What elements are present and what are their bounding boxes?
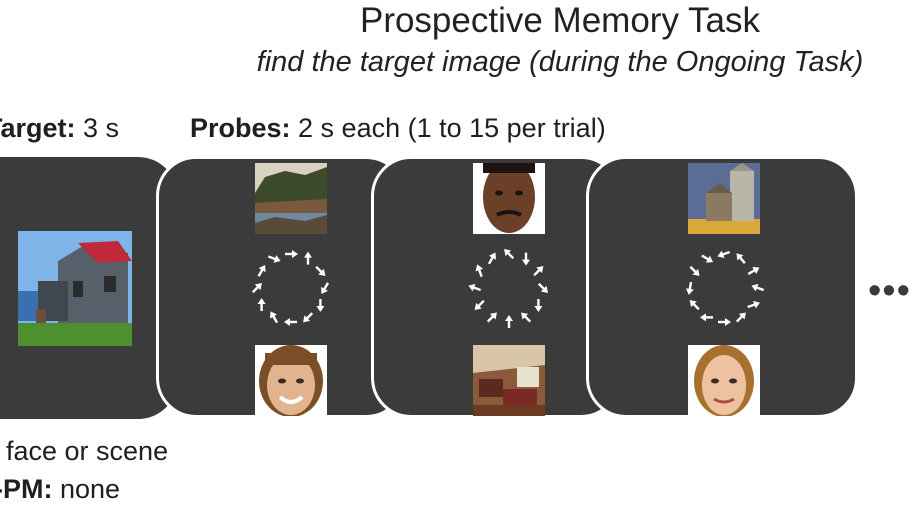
arrow-icon [717,250,731,259]
arrow-icon [522,252,530,266]
target-label-bold: Target: [0,113,76,143]
house-image [18,231,132,346]
arrow-icon [689,300,700,311]
probe-panel-3 [586,156,858,418]
arrow-icon [735,312,746,323]
arrow-icon [718,318,731,326]
arrow-icon [751,283,765,292]
arrow-icon [304,251,312,265]
arrow-icon [537,282,548,293]
no-pm-label-value: none [52,474,121,504]
arrow-icon [689,265,700,276]
arrow-icon [685,281,694,295]
probes-label-bold: Probes: [190,113,291,143]
arrow-icon [747,300,760,309]
arrow-circle-probe-2 [468,249,548,328]
probe-panel-1 [156,156,406,418]
arrow-icon [521,312,532,323]
arrow-icon [747,267,760,276]
arrow-icon [316,299,325,312]
bedroom-scene-image [473,345,545,416]
arrow-icon [487,252,496,265]
arrow-icon [533,266,544,277]
arrow-icon [315,265,326,276]
continuation-ellipsis: ••• [868,270,911,312]
arrow-icon [270,311,279,324]
arrow-icon [285,250,298,258]
arrow-icon [267,255,281,263]
no-pm-label: -PM: none [0,472,120,506]
probes-label-duration: 2 s each (1 to 15 per trial) [290,113,606,143]
arrow-icon [534,299,543,312]
coast-scene-image [255,163,327,234]
arrow-icon [251,283,262,294]
arrow-icon [474,299,485,310]
arrow-icon [303,312,314,323]
arrow-icon [736,253,746,264]
arrow-circle-probe-1 [251,250,330,326]
target-label: Target: 3 s [0,111,119,145]
arrow-icon [475,264,484,278]
arrow-icon [257,264,266,277]
arrow-icon [505,315,513,328]
arrow-circle-probe-3 [685,250,765,326]
young-woman-face-image [688,345,760,416]
arrow-icon [257,298,266,311]
target-label-duration: 3 s [75,113,120,143]
woman-face-image [255,345,327,416]
arrow-icon [321,282,330,295]
stimulus-type-label: face or scene [6,436,169,466]
target-panel [0,157,178,419]
man-face-image [473,163,545,234]
arrow-icon [468,283,482,292]
probes-label: Probes: 2 s each (1 to 15 per trial) [190,111,606,145]
arrow-icon [701,254,714,263]
arrow-icon [700,313,713,322]
page-subtitle: find the target image (during the Ongoin… [256,46,864,78]
arrow-icon [284,318,297,326]
silo-scene-image [688,163,760,234]
arrow-icon [486,312,497,323]
no-pm-label-bold: -PM: [0,474,53,504]
arrow-icon [504,249,515,260]
page-title: Prospective Memory Task [359,1,761,40]
probe-panel-2 [371,156,621,418]
